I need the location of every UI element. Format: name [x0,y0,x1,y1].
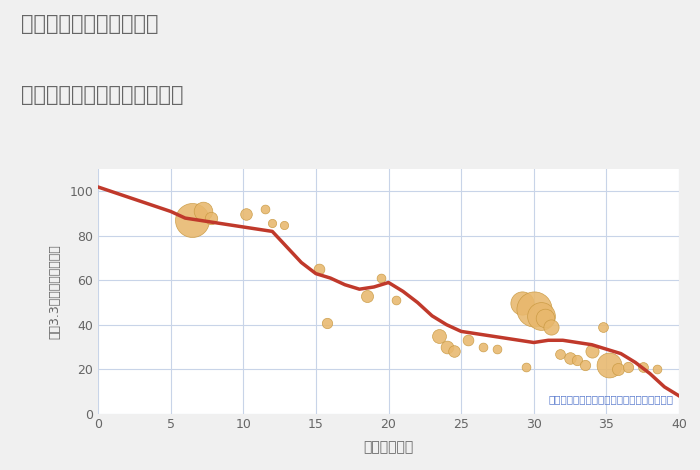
Point [612,365,624,373]
Point [206,214,217,222]
Point [376,274,387,282]
Point [313,266,324,273]
Point [528,306,539,313]
Text: 奈良県奈良市藤ノ木台の: 奈良県奈良市藤ノ木台の [21,14,158,34]
Point [598,323,609,331]
Point [572,357,583,364]
Point [540,314,551,322]
Point [448,348,459,355]
Point [361,292,372,299]
Point [434,332,445,340]
Point [536,312,547,320]
Point [197,208,208,215]
Point [637,363,648,371]
Point [587,348,598,355]
Point [521,363,532,371]
Point [622,363,634,371]
Text: 築年数別中古マンション価格: 築年数別中古マンション価格 [21,85,183,105]
Point [545,323,557,331]
Y-axis label: 坪（3.3㎡）単価（万円）: 坪（3.3㎡）単価（万円） [48,244,61,339]
X-axis label: 築年数（年）: 築年数（年） [363,440,414,454]
Point [492,345,503,353]
Point [279,221,290,228]
Point [477,343,489,351]
Point [267,219,278,226]
Point [603,361,615,368]
Point [517,299,528,306]
Text: 円の大きさは、取引のあった物件面積を示す: 円の大きさは、取引のあった物件面積を示す [548,394,673,404]
Point [463,337,474,344]
Point [441,343,452,351]
Point [260,205,271,213]
Point [564,354,575,362]
Point [187,217,198,224]
Point [652,365,663,373]
Point [579,361,590,368]
Point [554,350,566,357]
Point [322,319,333,326]
Point [241,210,252,218]
Point [390,297,401,304]
